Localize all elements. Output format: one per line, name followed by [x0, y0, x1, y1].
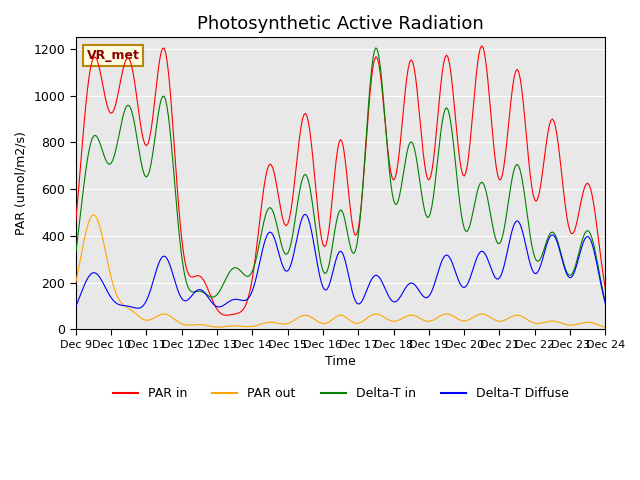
Title: Photosynthetic Active Radiation: Photosynthetic Active Radiation	[197, 15, 484, 33]
X-axis label: Time: Time	[325, 355, 356, 368]
Text: VR_met: VR_met	[86, 49, 140, 62]
Y-axis label: PAR (umol/m2/s): PAR (umol/m2/s)	[15, 132, 28, 235]
Legend: PAR in, PAR out, Delta-T in, Delta-T Diffuse: PAR in, PAR out, Delta-T in, Delta-T Dif…	[108, 382, 573, 405]
